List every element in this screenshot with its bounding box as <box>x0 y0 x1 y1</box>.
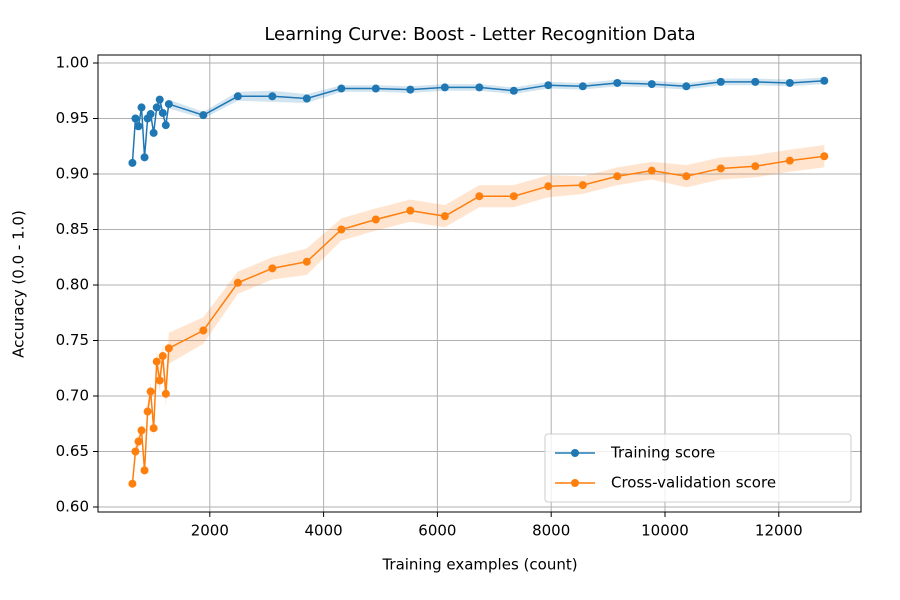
point <box>440 212 449 221</box>
x-tick-label: 8000 <box>532 522 570 540</box>
point <box>578 82 587 91</box>
point <box>131 447 140 456</box>
point <box>613 172 622 181</box>
point <box>128 479 137 488</box>
point <box>268 264 277 273</box>
point <box>406 85 415 94</box>
y-axis-label: Accuracy (0.0 - 1.0) <box>10 210 28 358</box>
y-tick-label: 0.90 <box>56 164 89 182</box>
x-tick-label: 4000 <box>305 522 343 540</box>
point <box>158 352 167 361</box>
point <box>682 82 691 91</box>
y-tick-label: 0.80 <box>56 275 89 293</box>
point <box>143 407 152 416</box>
legend-label: Cross-validation score <box>611 474 776 492</box>
y-tick-label: 0.95 <box>56 109 89 127</box>
x-axis-label: Training examples (count) <box>381 556 577 574</box>
point <box>820 76 829 85</box>
point <box>544 182 553 191</box>
point <box>820 152 829 161</box>
point <box>302 94 311 103</box>
point <box>146 387 155 396</box>
point <box>199 326 208 335</box>
legend-marker <box>571 449 579 457</box>
point <box>578 181 587 190</box>
point <box>233 278 242 287</box>
point <box>509 192 518 201</box>
point <box>647 80 656 89</box>
point <box>164 100 173 109</box>
legend-marker <box>571 479 579 487</box>
point <box>751 162 760 171</box>
point <box>149 128 158 137</box>
point <box>152 357 161 366</box>
point <box>131 114 140 123</box>
y-tick-label: 1.00 <box>56 53 89 71</box>
x-tick-label: 6000 <box>418 522 456 540</box>
point <box>751 77 760 86</box>
y-tick-label: 0.60 <box>56 498 89 516</box>
axes-frame <box>97 54 862 513</box>
x-tick-label: 2000 <box>191 522 229 540</box>
point <box>158 108 167 117</box>
point <box>134 437 143 446</box>
y-tick-label: 0.75 <box>56 331 89 349</box>
point <box>509 86 518 95</box>
point <box>137 103 146 112</box>
point <box>647 166 656 175</box>
point <box>371 84 380 93</box>
point <box>128 158 137 167</box>
point <box>716 164 725 173</box>
point <box>682 172 691 181</box>
point <box>146 110 155 119</box>
legend-box <box>544 433 852 503</box>
point <box>140 466 149 475</box>
point <box>371 215 380 224</box>
point <box>199 111 208 120</box>
point <box>134 122 143 131</box>
point <box>785 156 794 165</box>
legend-label: Training score <box>610 444 715 462</box>
y-tick-label: 0.65 <box>56 442 89 460</box>
point <box>337 225 346 234</box>
point <box>475 83 484 92</box>
point <box>155 95 164 104</box>
y-tick-label: 0.85 <box>56 220 89 238</box>
point <box>406 206 415 215</box>
x-tick-label: 12000 <box>755 522 803 540</box>
point <box>140 153 149 162</box>
point <box>785 78 794 87</box>
point <box>233 92 242 101</box>
point <box>716 77 725 86</box>
point <box>161 121 170 130</box>
x-tick-label: 10000 <box>641 522 689 540</box>
point <box>137 426 146 435</box>
point <box>613 78 622 87</box>
point <box>337 84 346 93</box>
point <box>475 192 484 201</box>
point <box>164 344 173 353</box>
point <box>149 424 158 433</box>
point <box>544 81 553 90</box>
point <box>268 92 277 101</box>
chart-title: Learning Curve: Boost - Letter Recogniti… <box>264 24 695 45</box>
y-tick-label: 0.70 <box>56 387 89 405</box>
point <box>440 83 449 92</box>
point <box>155 376 164 385</box>
point <box>161 389 170 398</box>
point <box>302 257 311 266</box>
point <box>152 103 161 112</box>
